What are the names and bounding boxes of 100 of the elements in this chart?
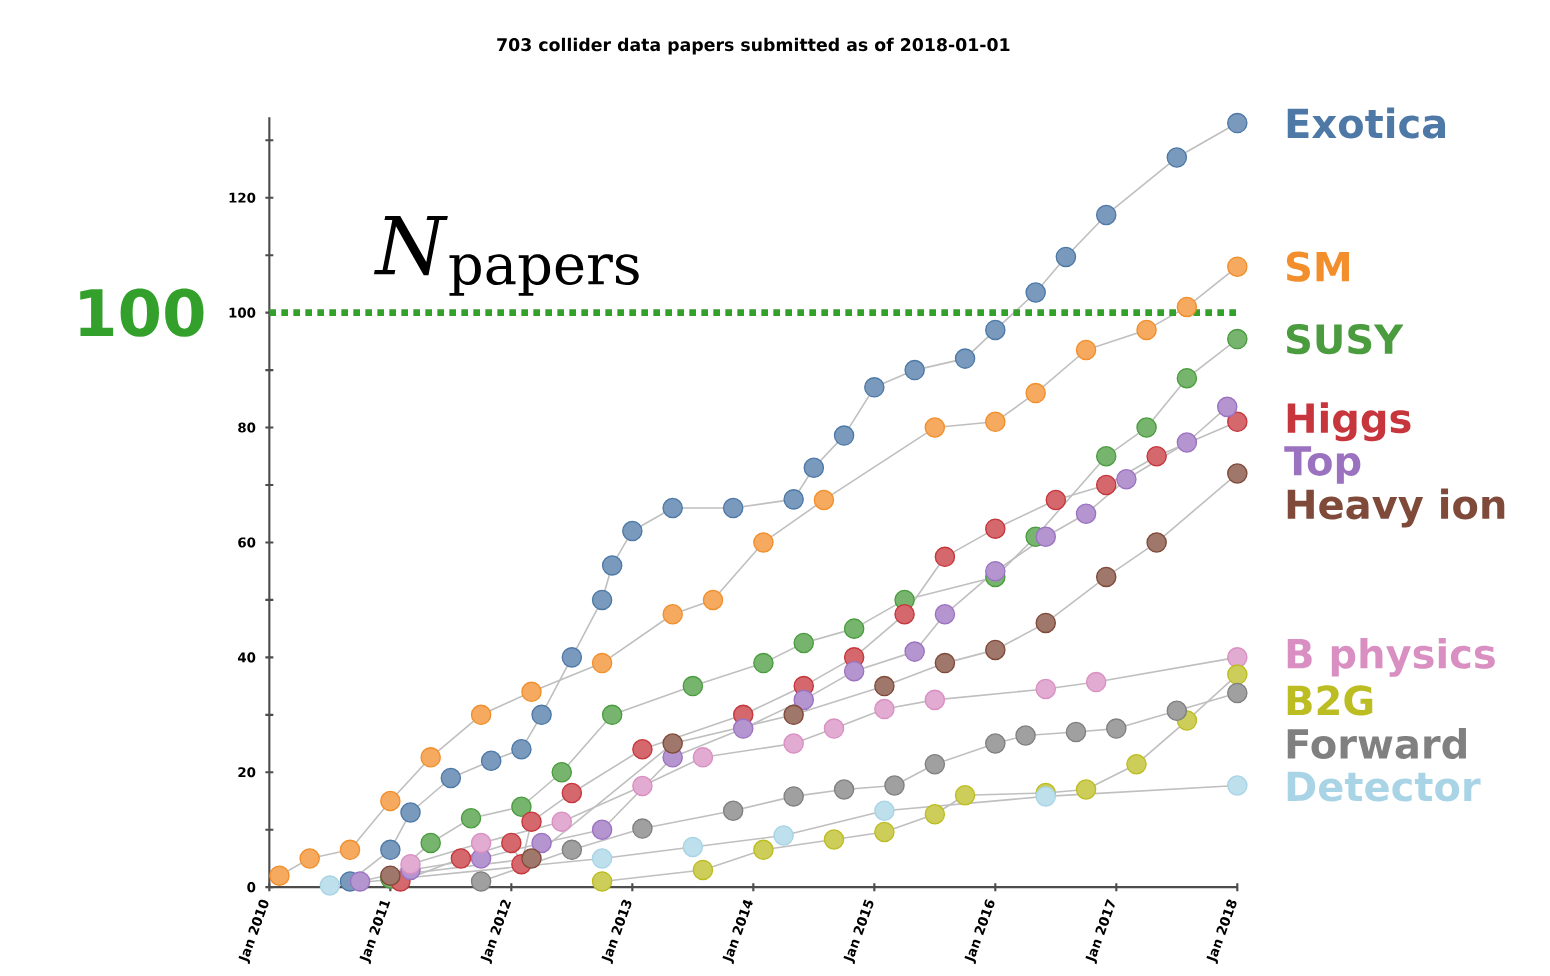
point	[1035, 526, 1057, 547]
point	[561, 647, 583, 668]
series-label: SUSY	[1286, 323, 1404, 355]
point	[561, 839, 583, 861]
point	[1035, 612, 1057, 634]
point	[783, 786, 804, 807]
point	[722, 497, 744, 519]
point	[1227, 664, 1248, 685]
point	[1095, 446, 1117, 467]
point	[692, 747, 714, 768]
point	[622, 520, 643, 542]
point	[662, 497, 683, 519]
point	[1106, 718, 1127, 739]
point	[1075, 503, 1097, 525]
point	[753, 532, 774, 553]
point	[904, 641, 925, 662]
point	[1075, 339, 1097, 361]
point	[924, 803, 946, 825]
point	[682, 836, 704, 858]
series-label: Forward	[1287, 728, 1466, 760]
point	[753, 839, 774, 861]
point	[460, 807, 482, 829]
series-label: Heavy ion	[1287, 488, 1505, 528]
point	[1166, 700, 1188, 722]
series-label: Top	[1284, 446, 1361, 484]
point	[521, 848, 542, 869]
point	[682, 675, 704, 697]
point	[511, 796, 532, 818]
point	[823, 718, 845, 739]
point	[349, 871, 371, 892]
point	[894, 604, 915, 625]
point	[521, 811, 542, 832]
point	[501, 832, 522, 854]
series-label: Exotica	[1287, 107, 1446, 139]
point	[551, 811, 573, 832]
point	[874, 800, 895, 822]
series-label: B2G	[1287, 685, 1373, 716]
point	[400, 802, 421, 823]
point	[632, 739, 653, 760]
point	[1085, 671, 1107, 693]
point	[985, 319, 1006, 341]
point	[1025, 282, 1046, 303]
point	[954, 784, 976, 806]
point	[833, 425, 855, 446]
point	[521, 681, 542, 703]
point	[1227, 775, 1248, 796]
point	[1015, 725, 1036, 746]
point	[874, 821, 895, 843]
point	[400, 853, 421, 875]
point	[1136, 319, 1157, 341]
point	[985, 733, 1006, 754]
point	[864, 377, 885, 398]
point	[601, 704, 623, 726]
point	[511, 739, 532, 760]
point	[1116, 468, 1137, 490]
point	[833, 779, 855, 800]
point	[450, 848, 472, 869]
point	[1176, 296, 1198, 318]
point	[793, 632, 815, 654]
point	[591, 819, 613, 840]
point	[1166, 147, 1188, 168]
point	[692, 859, 714, 881]
point	[662, 604, 683, 625]
point	[1095, 204, 1117, 226]
point	[843, 660, 865, 682]
point	[843, 618, 865, 639]
point	[1095, 566, 1117, 588]
y-axis-title: N$_{papers}$	[373, 215, 639, 296]
point	[1146, 446, 1167, 467]
point	[783, 489, 804, 510]
point	[954, 348, 976, 369]
point	[783, 704, 804, 726]
point	[823, 829, 845, 850]
point	[420, 832, 441, 854]
point	[591, 871, 613, 892]
point	[702, 589, 724, 611]
point	[561, 782, 583, 804]
point	[793, 689, 815, 711]
point	[1227, 256, 1248, 277]
point	[1227, 411, 1248, 433]
point	[924, 753, 946, 775]
point	[1065, 721, 1087, 743]
point	[924, 417, 946, 438]
point	[299, 848, 320, 869]
point	[803, 457, 825, 479]
point	[591, 589, 613, 611]
point	[813, 489, 835, 511]
ref-line-label: 100	[80, 288, 204, 337]
point	[440, 767, 462, 789]
point	[531, 832, 552, 854]
point	[1095, 474, 1117, 496]
point	[904, 359, 925, 381]
point	[319, 875, 341, 896]
point	[420, 747, 441, 768]
point	[722, 800, 744, 822]
point	[531, 704, 552, 726]
point	[551, 761, 573, 783]
point	[380, 790, 401, 812]
point	[1216, 396, 1238, 418]
point	[1055, 246, 1077, 268]
